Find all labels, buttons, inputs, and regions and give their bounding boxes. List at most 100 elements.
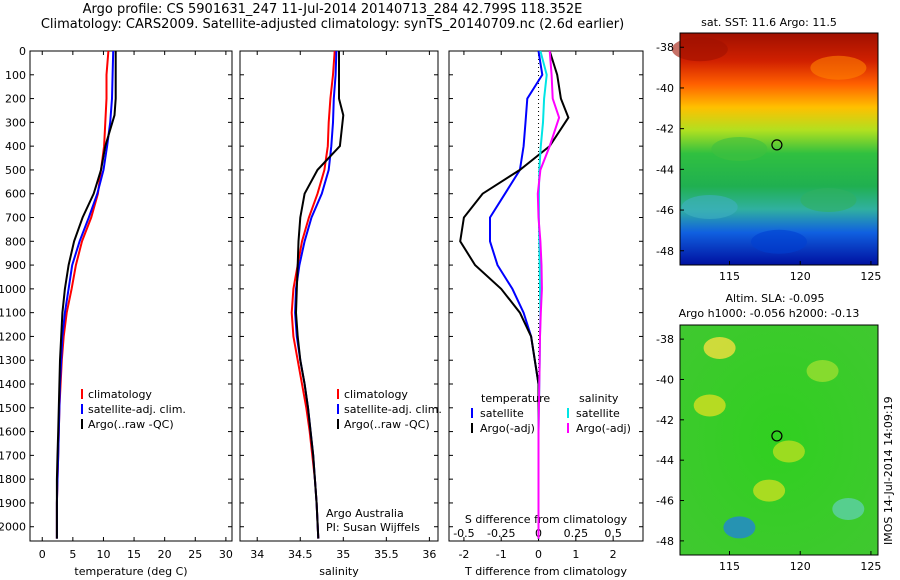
map-blob [711,137,768,161]
series-line-satellite [489,50,544,539]
legend-label: Argo(-adj) [480,422,535,435]
legend-label: Argo(-adj) [576,422,631,435]
map-blob [810,55,867,80]
x2-tick-label: 0.5 [604,527,622,540]
series-line-argorawqc [55,51,117,539]
argo-position-marker [771,430,783,442]
map-y-tick-label: -38 [656,333,674,346]
depth-tick-label: 700 [5,212,26,225]
depth-tick-label: 1500 [0,402,26,415]
argo-position-marker [771,139,783,151]
map-y-tick-label: -46 [656,495,674,508]
figure-title-line1: Argo profile: CS 5901631_247 11-Jul-2014… [82,2,583,17]
x-tick-label: 35 [336,548,350,561]
legend-label: climatology [344,388,408,401]
depth-tick-label: 100 [5,69,26,82]
depth-tick-label: 1900 [0,497,26,510]
figure-title-line2: Climatology: CARS2009. Satellite-adjuste… [40,17,625,32]
x-axis-label: temperature (deg C) [74,565,187,578]
legend-label: satellite [576,407,620,420]
map-blob [753,479,786,502]
map-blob [806,360,839,382]
legend-label: satellite-adj. clim. [344,403,442,416]
profile-panel-frame [239,50,439,542]
x-tick-label: 34 [250,548,264,561]
map-x-tick-label: 115 [719,560,740,573]
depth-tick-label: 900 [5,259,26,272]
x2-tick-label: -0.25 [487,527,515,540]
x-tick-label: 0 [39,548,46,561]
map-frame [679,324,879,556]
map-blob [832,498,865,520]
map-y-tick-label: -42 [656,414,674,427]
depth-tick-label: 800 [5,235,26,248]
x-tick-label: 25 [188,548,202,561]
legend-label: Argo(..raw -QC) [88,418,174,431]
map-y-tick-label: -42 [656,123,674,136]
x2-tick-label: -0.5 [453,527,474,540]
map-x-tick-label: 125 [860,560,881,573]
series-line-argorawqc [294,51,345,539]
legend-label: satellite [480,407,524,420]
x-tick-label: 30 [219,548,233,561]
x-tick-label: 10 [96,548,110,561]
x-tick-label: 35.5 [374,548,399,561]
x-axis-label: T difference from climatology [464,565,627,578]
depth-tick-label: 1700 [0,449,26,462]
x-tick-label: -2 [458,548,469,561]
series-line-satelliteadjclim [294,50,338,539]
map-blob [751,229,807,254]
map-y-tick-label: -38 [656,41,674,54]
x-tick-label: 2 [610,548,617,561]
x2-axis-label: S difference from climatology [465,513,628,526]
map-frame [679,32,879,266]
depth-tick-label: 600 [5,188,26,201]
depth-tick-label: 1300 [0,354,26,367]
map-y-tick-label: -40 [656,373,674,386]
map-x-tick-label: 125 [860,270,881,283]
map-y-tick-label: -44 [656,454,674,467]
map-x-tick-label: 120 [790,560,811,573]
depth-tick-label: 200 [5,93,26,106]
x2-tick-label: 0.25 [564,527,589,540]
map-blob [703,337,736,359]
x-tick-label: 1 [572,548,579,561]
legend-label: satellite-adj. clim. [88,403,186,416]
depth-tick-label: 1200 [0,330,26,343]
x-tick-label: 0 [535,548,542,561]
profile-panel-frame [29,50,233,542]
annotation-text: Argo Australia [326,507,404,520]
x-axis-label: salinity [319,565,359,578]
map-title: Altim. SLA: -0.095 [725,292,824,305]
map-y-tick-label: -48 [656,535,674,548]
map-subtitle: Argo h1000: -0.056 h2000: -0.13 [679,307,860,320]
map-title: sat. SST: 11.6 Argo: 11.5 [701,16,837,29]
side-timestamp-label: IMOS 14-Jul-2014 14:09:19 [882,396,895,545]
map-x-tick-label: 115 [719,270,740,283]
depth-tick-label: 500 [5,164,26,177]
map-blob [800,188,857,213]
map-y-tick-label: -48 [656,245,674,258]
map-blob [671,37,728,62]
series-line-argoadj [536,50,561,539]
map-blob [693,394,726,417]
map-y-tick-label: -40 [656,82,674,95]
depth-tick-label: 300 [5,116,26,129]
legend-title: temperature [481,392,550,405]
x-tick-label: 20 [158,548,172,561]
map-y-tick-label: -44 [656,163,674,176]
depth-tick-label: 1800 [0,473,26,486]
depth-tick-label: 1100 [0,307,26,320]
depth-tick-label: 2000 [0,521,26,534]
legend-label: Argo(..raw -QC) [344,418,430,431]
annotation-text: PI: Susan Wijffels [326,521,420,534]
x-tick-label: 34.5 [288,548,313,561]
x-tick-label: -1 [496,548,507,561]
profile-panel-frame [448,50,644,542]
x-tick-label: 5 [69,548,76,561]
map-blob [681,195,738,219]
legend-title: salinity [579,392,619,405]
x-tick-label: 36 [422,548,436,561]
map-blob [772,440,805,463]
